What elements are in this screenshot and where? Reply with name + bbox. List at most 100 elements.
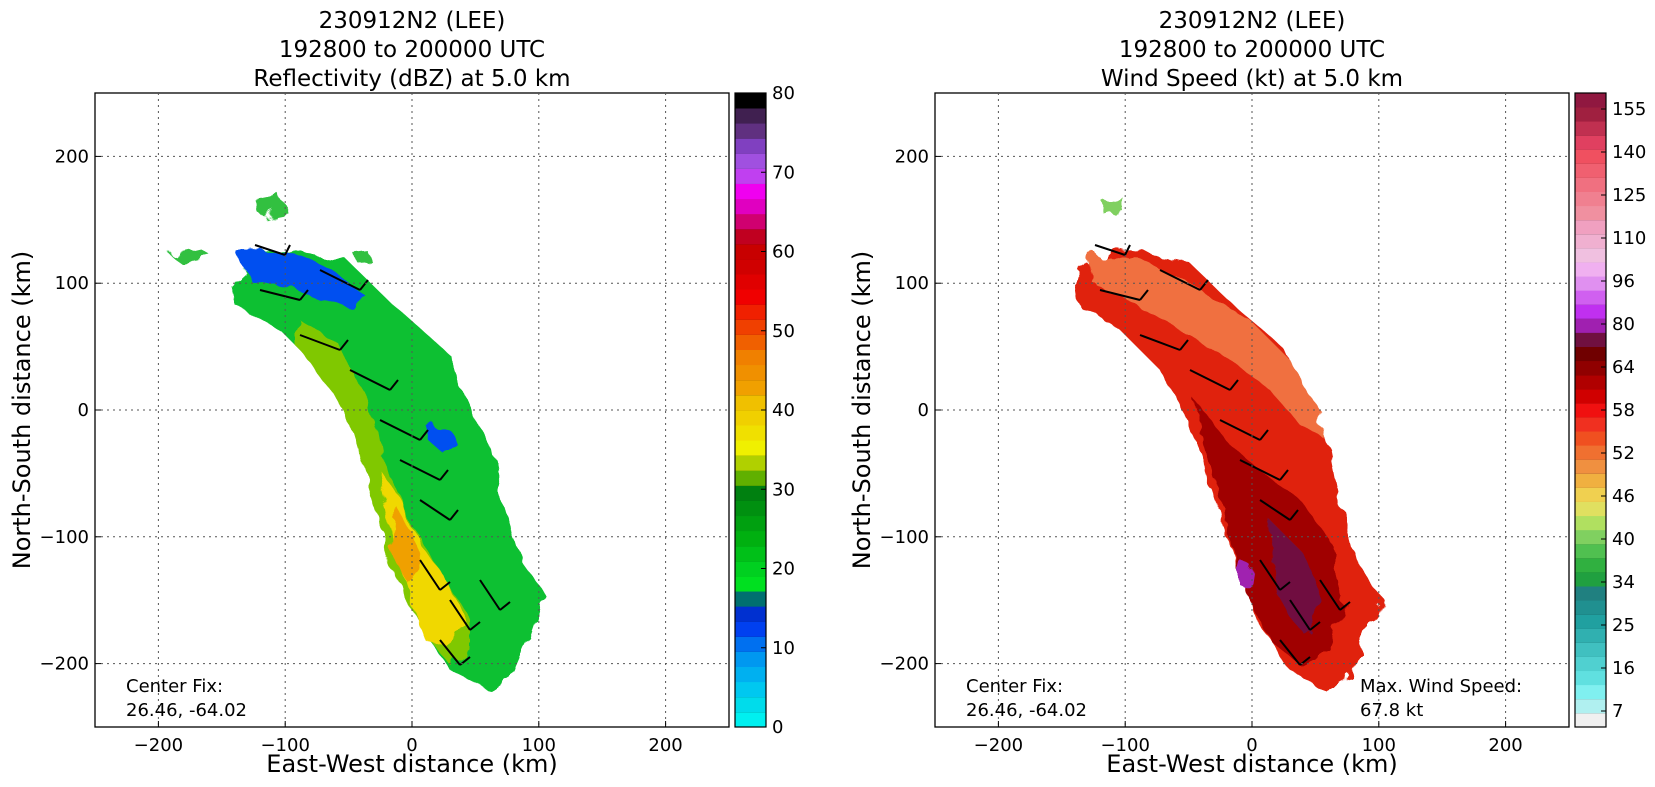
reflectivity-colorbar-swatch <box>735 213 766 230</box>
reflectivity-colorbar-swatch <box>735 455 766 471</box>
reflectivity-colorbar-swatch <box>735 228 766 245</box>
reflectivity-colorbar-swatch <box>735 349 766 366</box>
reflectivity-axis-ticks: −200 −100 0 100 200 200 100 0 −100 −200 <box>40 146 683 756</box>
wind-ytick-label: 0 <box>918 400 929 421</box>
reflectivity-colorbar-swatch <box>735 334 766 351</box>
reflectivity-title-line-2: 192800 to 200000 UTC <box>279 37 545 63</box>
reflectivity-colorbar-label: 0 <box>772 717 783 738</box>
wind-colorbar-swatch <box>1575 233 1606 249</box>
reflectivity-center-fix-value: 26.46, -64.02 <box>126 700 247 721</box>
wind-colorbar-swatch <box>1575 600 1606 615</box>
wind-title-line-2: 192800 to 200000 UTC <box>1119 37 1385 63</box>
reflectivity-colorbar-swatch <box>735 606 766 622</box>
max-wind-speed-value: 67.8 kt <box>1360 700 1423 721</box>
reflectivity-colorbar-swatch <box>735 274 766 290</box>
reflectivity-colorbar-swatch <box>735 243 766 260</box>
wind-colorbar-label: 110 <box>1612 228 1646 249</box>
reflectivity-colorbar-swatch <box>735 591 766 607</box>
wind-colorbar-label: 58 <box>1612 400 1635 421</box>
reflectivity-colorbar-swatch <box>735 500 766 517</box>
wind-colorbar-swatch <box>1575 698 1606 714</box>
reflectivity-colorbar-swatch <box>735 636 766 652</box>
wind-colorbar-label: 155 <box>1612 99 1646 120</box>
reflectivity-colorbar-label: 50 <box>772 321 795 342</box>
wind-xtick-label: −100 <box>1100 735 1149 756</box>
wind-center-fix-label: Center Fix: <box>966 676 1063 697</box>
wind-colorbar-label: 46 <box>1612 486 1635 507</box>
wind-speed-field <box>1075 195 1380 690</box>
wind-colorbar-swatch <box>1575 642 1606 657</box>
reflectivity-colorbar-swatch <box>735 168 766 184</box>
reflectivity-colorbar-swatch <box>735 485 766 501</box>
wind-colorbar-swatch <box>1575 459 1606 474</box>
wind-colorbar-swatch <box>1575 402 1606 418</box>
wind-ytick-label: −100 <box>880 527 929 548</box>
reflectivity-colorbar-swatch <box>735 651 766 668</box>
reflectivity-colorbar-swatch <box>735 93 766 109</box>
wind-ylabel: North-South distance (km) <box>848 251 876 570</box>
reflectivity-title-line-1: 230912N2 (LEE) <box>319 8 506 34</box>
reflectivity-colorbar-label: 10 <box>772 638 795 659</box>
wind-colorbar-swatch <box>1575 656 1606 672</box>
wind-colorbar-swatch <box>1575 543 1606 559</box>
wind-xtick-label: 100 <box>1362 735 1396 756</box>
wind-xtick-label: 0 <box>1246 735 1257 756</box>
wind-colorbar-swatch <box>1575 445 1606 460</box>
reflectivity-colorbar-swatch <box>735 123 766 139</box>
wind-colorbar-swatch <box>1575 501 1606 517</box>
reflectivity-colorbar-swatch <box>735 394 766 411</box>
wind-ytick-label: −200 <box>880 654 929 675</box>
reflectivity-colorbar-swatch <box>735 319 766 335</box>
wind-ytick-label: 100 <box>895 273 929 294</box>
wind-colorbar-swatch <box>1575 388 1606 404</box>
wind-colorbar-swatch <box>1575 670 1606 686</box>
wind-colorbar-swatch <box>1575 614 1606 629</box>
wind-colorbar-swatch <box>1575 107 1606 122</box>
wind-colorbar-swatch <box>1575 304 1606 319</box>
wind-colorbar-label: 25 <box>1612 615 1635 636</box>
wind-ytick-label: 200 <box>895 146 929 167</box>
wind-colorbar-swatch <box>1575 487 1606 502</box>
wind-colorbar-label: 140 <box>1612 142 1646 163</box>
wind-colorbar-swatch <box>1575 163 1606 178</box>
wind-colorbar-swatch <box>1575 684 1606 700</box>
wind-colorbar-swatch <box>1575 431 1606 446</box>
wind-colorbar-swatch <box>1575 473 1606 488</box>
wind-gridlines <box>935 93 1569 727</box>
reflectivity-colorbar-swatch <box>735 545 766 562</box>
wind-colorbar-swatch <box>1575 276 1606 291</box>
wind-colorbar-swatch <box>1575 712 1606 728</box>
reflectivity-center-fix-label: Center Fix: <box>126 676 223 697</box>
wind-colorbar-label: 125 <box>1612 185 1646 206</box>
wind-colorbar-swatch <box>1575 374 1606 390</box>
reflectivity-colorbar-swatch <box>735 666 766 683</box>
reflectivity-colorbar-swatch <box>735 259 766 275</box>
reflectivity-ytick-label: 200 <box>55 146 89 167</box>
reflectivity-gridlines <box>95 93 729 727</box>
wind-colorbar-label: 64 <box>1612 357 1635 378</box>
reflectivity-colorbar-label: 60 <box>772 242 795 263</box>
wind-colorbar-swatch <box>1575 572 1606 587</box>
reflectivity-colorbar-swatch <box>735 153 766 169</box>
reflectivity-colorbar-label: 20 <box>772 559 795 580</box>
reflectivity-xtick-label: −100 <box>260 735 309 756</box>
reflectivity-colorbar-swatch <box>735 364 766 381</box>
wind-colorbar-swatch <box>1575 121 1606 136</box>
wind-axis-ticks: −200 −100 0 100 200 200 100 0 −100 −200 <box>880 146 1523 756</box>
reflectivity-colorbar-label: 80 <box>772 83 795 104</box>
reflectivity-colorbar-swatch <box>735 560 766 577</box>
wind-speed-panel: 230912N2 (LEE) 192800 to 200000 UTC Wind… <box>848 8 1646 778</box>
reflectivity-colorbar-swatch <box>735 410 766 426</box>
reflectivity-colorbar-swatch <box>735 304 766 320</box>
reflectivity-colorbar-swatch <box>735 711 766 728</box>
reflectivity-xtick-label: −200 <box>134 735 183 756</box>
wind-colorbar-swatch <box>1575 247 1606 263</box>
wind-colorbar-swatch <box>1575 628 1606 643</box>
wind-colorbar: 155 140 125 110 96 80 64 58 52 46 40 34 25 16 7 <box>1574 92 1646 728</box>
reflectivity-colorbar-label: 40 <box>772 400 795 421</box>
wind-xlabel: East-West distance (km) <box>1106 750 1397 778</box>
reflectivity-colorbar-swatch <box>735 289 766 305</box>
wind-title-line-1: 230912N2 (LEE) <box>1159 8 1346 34</box>
reflectivity-ytick-label: 0 <box>78 400 89 421</box>
